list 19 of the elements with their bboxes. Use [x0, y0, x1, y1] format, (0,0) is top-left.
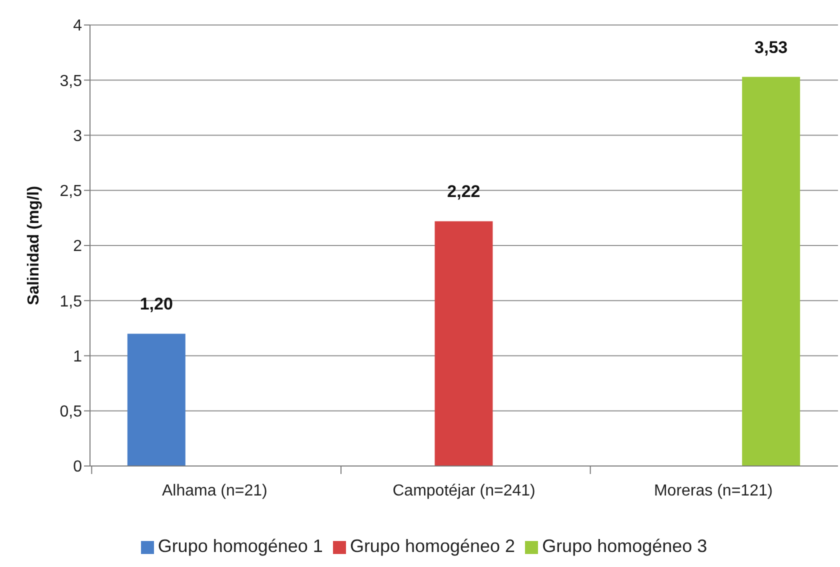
x-tick-label: Campotéjar (n=241) [392, 482, 536, 500]
x-tick-label: Alhama (n=21) [162, 482, 268, 500]
y-tick-label: 0 [73, 458, 82, 476]
y-axis-title: Salinidad (mg/l) [26, 186, 43, 306]
legend-label: Grupo homogéneo 3 [542, 536, 708, 556]
data-label: 1,20 [140, 294, 173, 314]
y-tick-label: 0,5 [60, 404, 82, 421]
y-tick-label: 2 [73, 238, 82, 256]
y-tick-label: 4 [73, 18, 82, 35]
x-tick-label: Moreras (n=121) [654, 482, 773, 500]
legend-label: Grupo homogéneo 1 [158, 536, 323, 556]
y-tick-label: 1 [73, 348, 82, 366]
data-label: 3,53 [754, 38, 788, 57]
y-tick-label: 1,5 [60, 293, 82, 310]
y-tick-label: 2,5 [60, 183, 82, 200]
data-label: 2,22 [447, 182, 480, 202]
y-tick-label: 3 [73, 128, 82, 145]
y-tick-label: 3,5 [60, 72, 82, 90]
legend-label: Grupo homogéneo 2 [350, 536, 516, 556]
